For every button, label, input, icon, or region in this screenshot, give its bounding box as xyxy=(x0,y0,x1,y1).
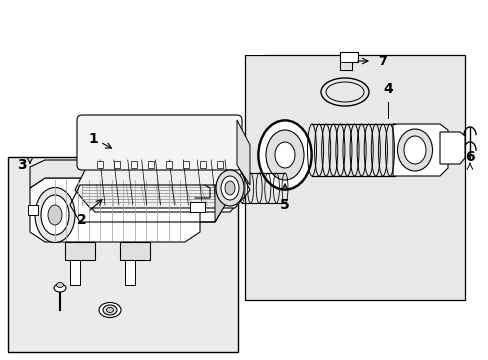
Bar xyxy=(183,161,188,168)
Bar xyxy=(165,161,171,168)
Polygon shape xyxy=(80,185,224,205)
Text: 2: 2 xyxy=(77,213,87,227)
Text: 4: 4 xyxy=(382,82,392,96)
Ellipse shape xyxy=(41,195,69,235)
Ellipse shape xyxy=(397,129,431,171)
FancyBboxPatch shape xyxy=(77,115,242,170)
Bar xyxy=(131,161,137,168)
Bar xyxy=(148,161,154,168)
Ellipse shape xyxy=(274,142,294,168)
Text: 7: 7 xyxy=(377,54,386,68)
Polygon shape xyxy=(30,178,200,242)
Polygon shape xyxy=(30,160,200,188)
Polygon shape xyxy=(75,160,249,208)
Bar xyxy=(217,161,223,168)
Text: 3: 3 xyxy=(17,158,27,172)
Polygon shape xyxy=(65,242,95,260)
Text: 1: 1 xyxy=(88,132,98,146)
Ellipse shape xyxy=(57,283,63,288)
Polygon shape xyxy=(439,132,464,164)
Ellipse shape xyxy=(265,130,304,180)
Polygon shape xyxy=(237,120,249,185)
Polygon shape xyxy=(339,62,351,70)
Polygon shape xyxy=(392,124,447,176)
Ellipse shape xyxy=(35,188,75,243)
Text: 5: 5 xyxy=(280,198,289,212)
Ellipse shape xyxy=(48,205,62,225)
Polygon shape xyxy=(125,260,135,285)
Bar xyxy=(8,157,238,352)
Bar xyxy=(97,161,103,168)
Ellipse shape xyxy=(54,284,66,292)
Ellipse shape xyxy=(403,136,425,164)
Text: 6: 6 xyxy=(464,150,474,164)
Bar xyxy=(200,161,205,168)
Polygon shape xyxy=(120,242,150,260)
Ellipse shape xyxy=(221,176,239,200)
Polygon shape xyxy=(215,185,224,222)
Polygon shape xyxy=(28,205,38,215)
Polygon shape xyxy=(70,185,224,222)
Bar xyxy=(114,161,120,168)
Polygon shape xyxy=(339,52,357,70)
Ellipse shape xyxy=(103,305,117,315)
Bar xyxy=(244,55,464,300)
Ellipse shape xyxy=(106,307,113,312)
Polygon shape xyxy=(70,260,80,285)
Ellipse shape xyxy=(259,121,310,189)
Ellipse shape xyxy=(216,170,244,206)
Polygon shape xyxy=(80,175,244,212)
Ellipse shape xyxy=(224,181,235,195)
Polygon shape xyxy=(244,35,264,55)
Ellipse shape xyxy=(99,302,121,318)
Polygon shape xyxy=(190,202,204,212)
